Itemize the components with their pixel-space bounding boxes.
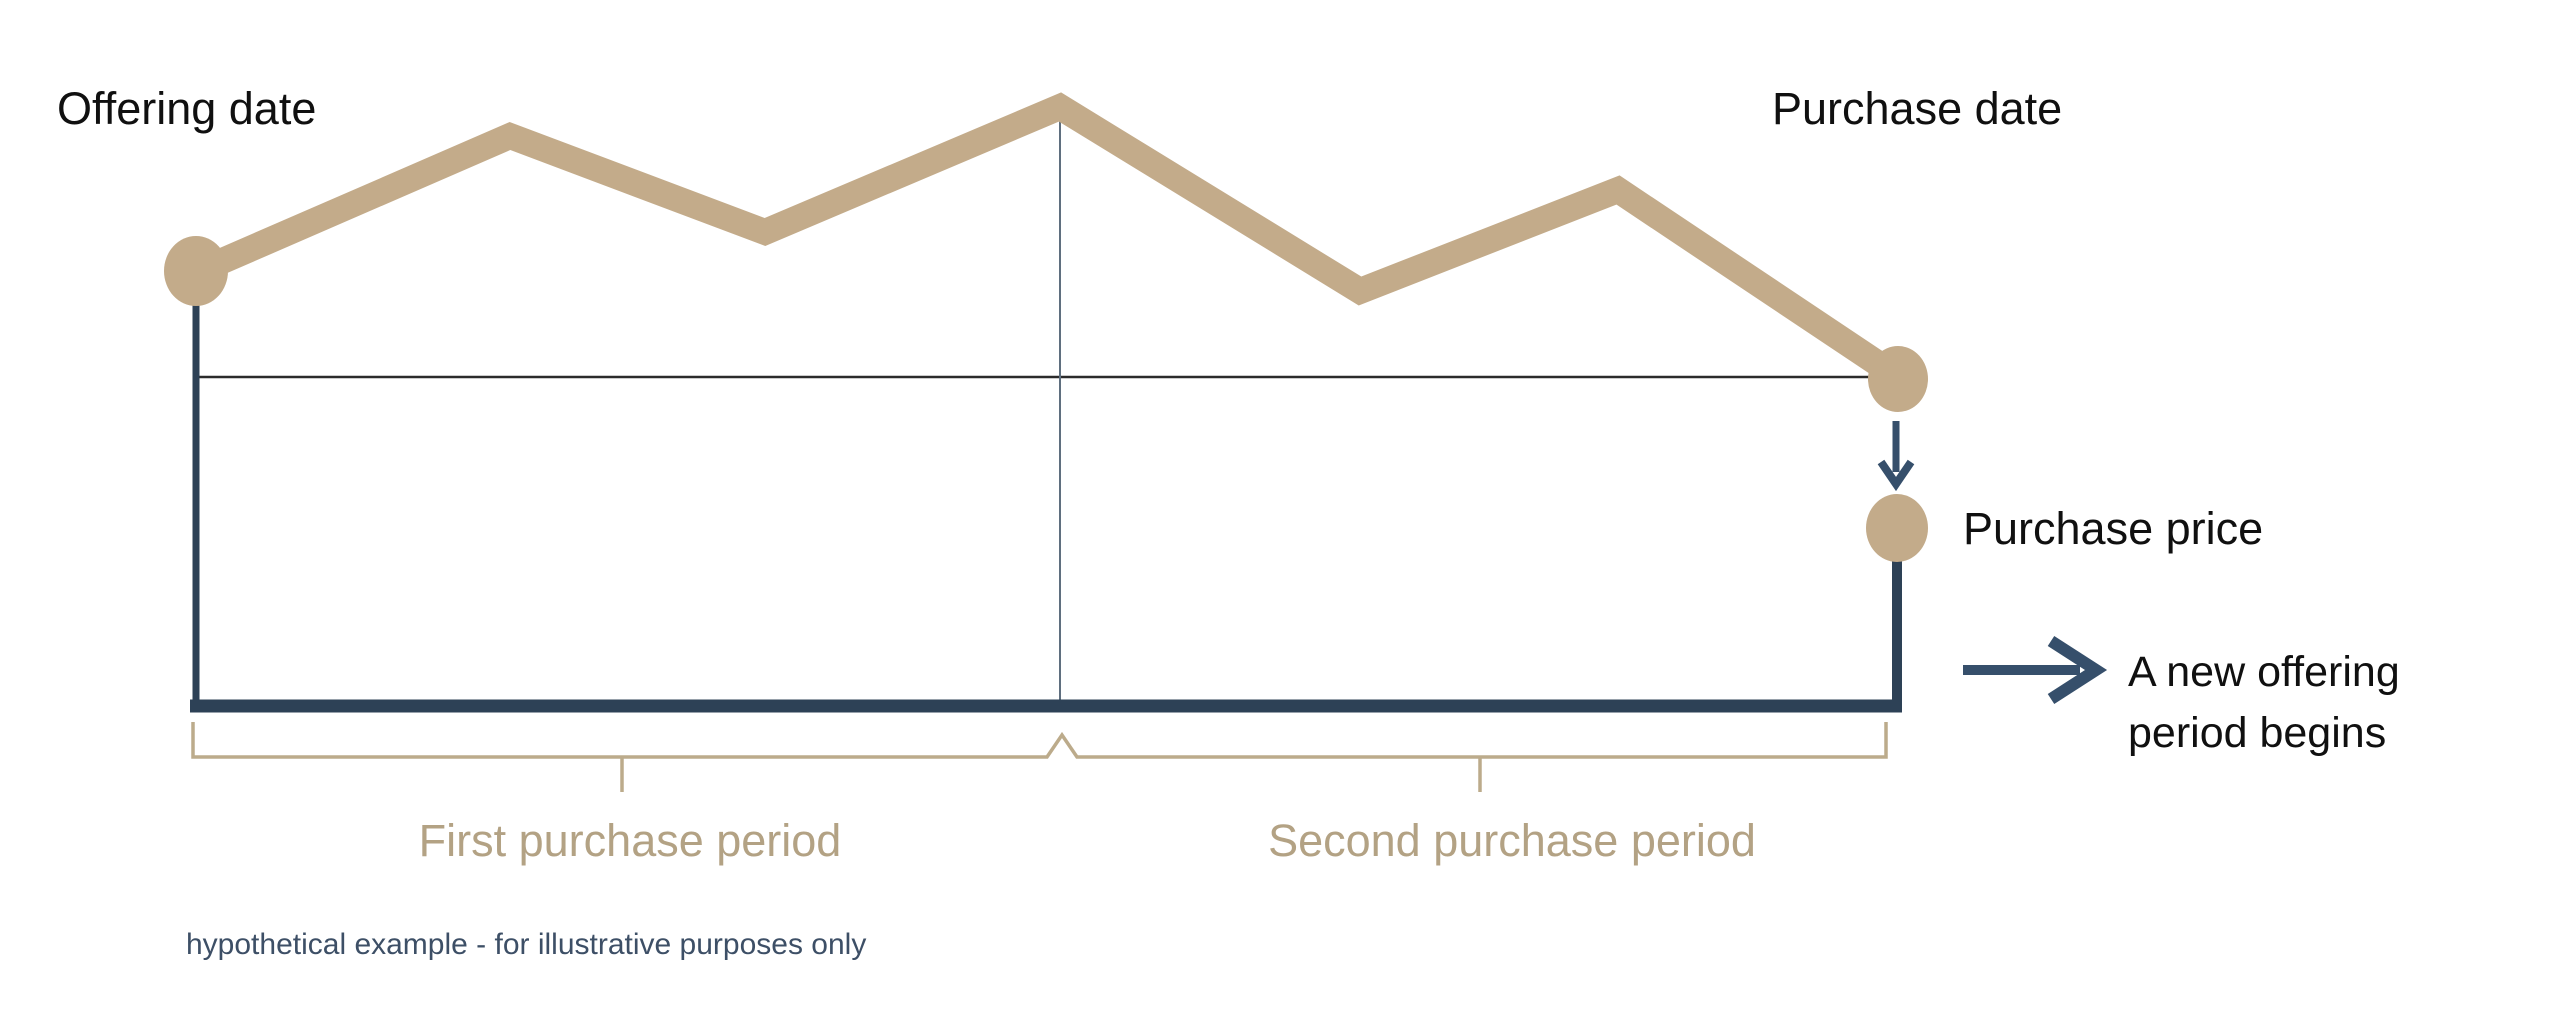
new-offering-label-line1: A new offering	[2128, 648, 2400, 696]
new-offering-label: A new offering period begins	[2128, 642, 2400, 764]
first-period-label: First purchase period	[418, 815, 842, 866]
disclaimer-note: hypothetical example - for illustrative …	[186, 928, 867, 961]
purchase-price-label: Purchase price	[1963, 503, 2264, 554]
second-period-label: Second purchase period	[1268, 815, 1756, 866]
right-arrow-icon	[1963, 635, 2108, 705]
purchase-date-dot	[1868, 346, 1928, 412]
purchase-price-dot	[1866, 494, 1928, 562]
price-line	[191, 92, 1906, 388]
purchase-date-label: Purchase date	[1772, 83, 2063, 134]
period-bracket	[191, 722, 1888, 792]
offering-date-dot	[164, 236, 228, 306]
offering-date-label: Offering date	[57, 83, 317, 134]
down-arrow-icon	[1877, 421, 1915, 492]
new-offering-label-line2: period begins	[2128, 709, 2387, 758]
